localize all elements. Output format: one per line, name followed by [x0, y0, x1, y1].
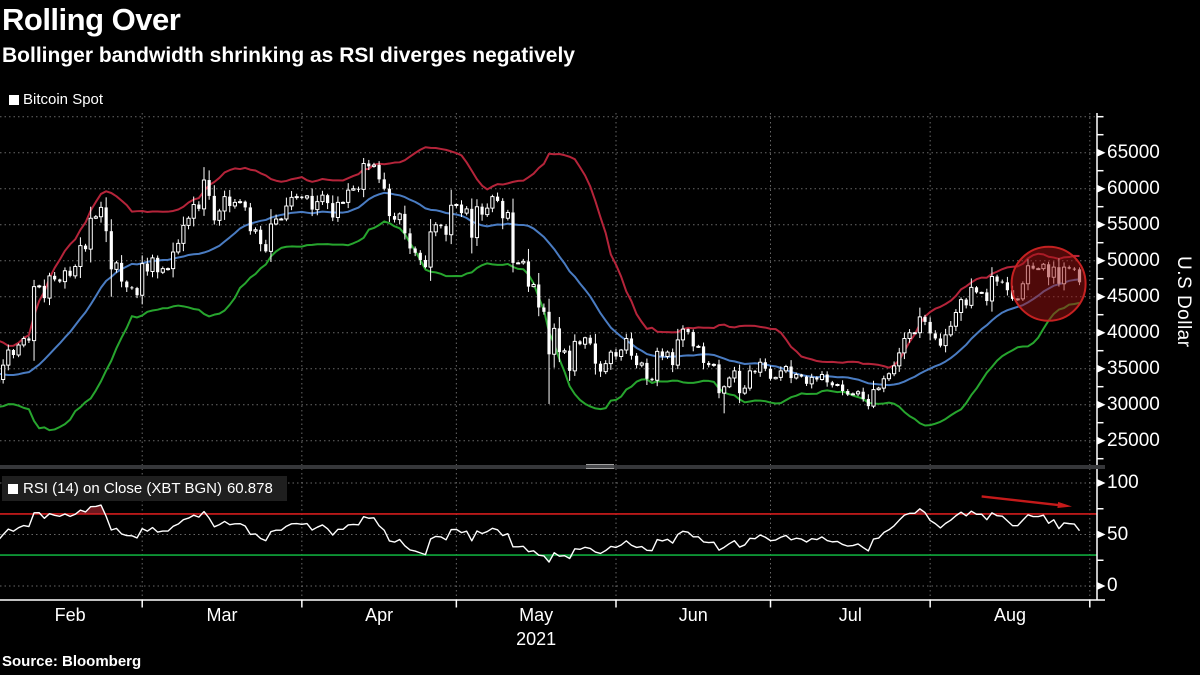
- panel-separator: [0, 465, 1105, 469]
- y-axis-tick-label: 45000: [1107, 285, 1160, 307]
- y-axis-tick-label: 65000: [1107, 141, 1160, 163]
- y-axis-tick-label: 40000: [1107, 321, 1160, 343]
- panel-resize-handle[interactable]: [586, 464, 614, 469]
- x-axis-month-label: Apr: [365, 605, 394, 625]
- x-axis-month-label: May: [519, 605, 554, 625]
- rsi-legend-label: RSI (14) on Close (XBT BGN): [23, 480, 222, 497]
- legend-swatch-icon: [9, 94, 19, 105]
- legend-bitcoin-spot[interactable]: Bitcoin Spot: [9, 91, 103, 108]
- x-axis-month-label: Jul: [838, 605, 862, 625]
- y-axis-tick-label: 60000: [1107, 177, 1160, 199]
- rsi-axis-tick-label: 0: [1107, 575, 1118, 596]
- y-axis-tick-label: 25000: [1107, 429, 1160, 451]
- x-axis-year-label: 2021: [516, 629, 557, 649]
- x-axis-month-label: Jun: [678, 605, 708, 625]
- y-axis-tick-label: 55000: [1107, 213, 1160, 235]
- y-axis-title: U.S Dollar: [1173, 256, 1194, 348]
- chart-subtitle: Bollinger bandwidth shrinking as RSI div…: [2, 44, 575, 67]
- legend-rsi[interactable]: RSI (14) on Close (XBT BGN) 60.878: [2, 476, 287, 501]
- source-attribution: Source: Bloomberg: [2, 653, 142, 670]
- x-axis-month-label: Mar: [206, 605, 238, 625]
- rsi-axis-tick-label: 100: [1107, 472, 1139, 493]
- rsi-legend-value: 60.878: [226, 480, 273, 497]
- y-axis-tick-label: 50000: [1107, 249, 1160, 271]
- rsi-axis-tick-label: 50: [1107, 523, 1129, 545]
- y-axis-tick-label: 30000: [1107, 393, 1160, 415]
- x-axis-month-label: Feb: [54, 605, 86, 625]
- legend-label: Bitcoin Spot: [23, 91, 104, 108]
- y-axis-tick-label: 35000: [1107, 357, 1160, 379]
- rsi-legend-swatch-icon: [8, 483, 18, 494]
- chart-title: Rolling Over: [2, 2, 181, 37]
- x-axis-month-label: Aug: [993, 605, 1026, 625]
